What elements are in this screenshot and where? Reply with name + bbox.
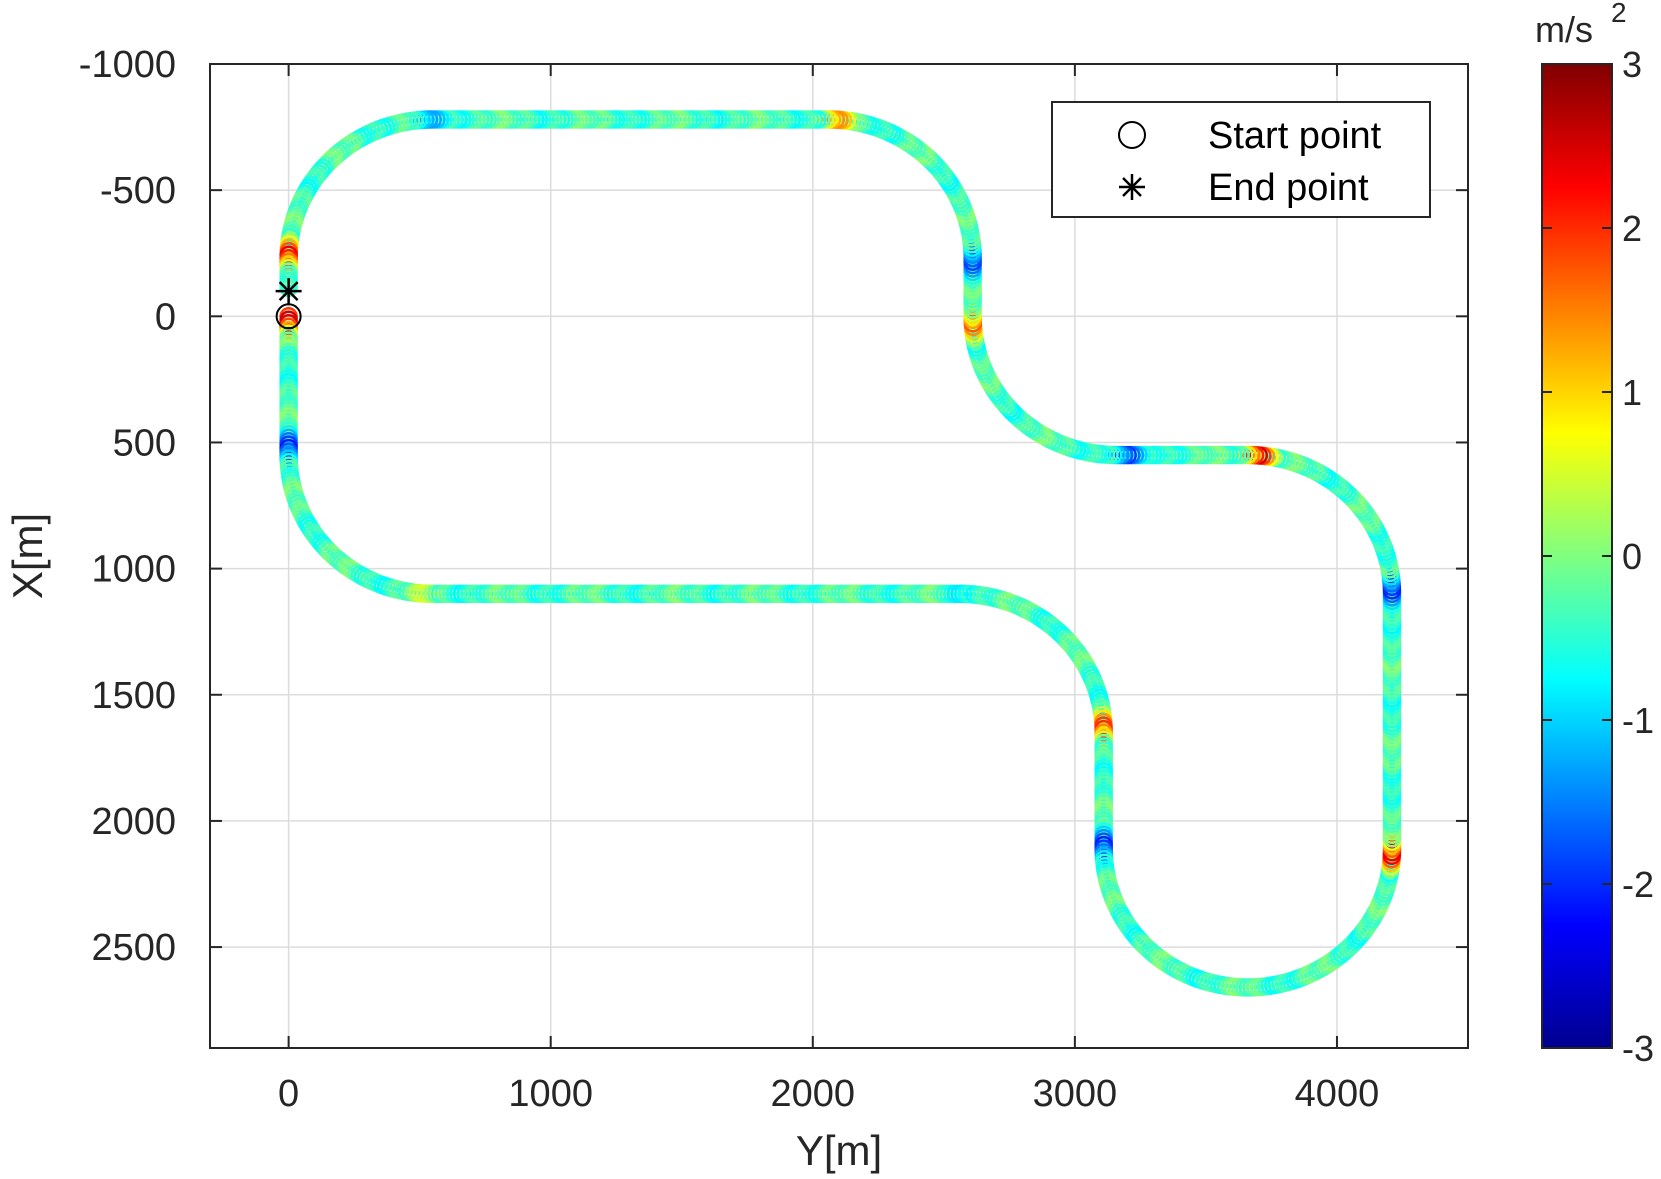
y-tick-label: 1500 xyxy=(91,675,176,717)
legend-end-marker xyxy=(1119,174,1145,200)
colorbar-tick-label: -2 xyxy=(1622,864,1654,905)
legend-start-marker xyxy=(1118,121,1146,149)
y-tick-label: 500 xyxy=(113,422,176,464)
colorbar-tick-label: 1 xyxy=(1622,372,1642,413)
start-end-markers xyxy=(275,278,302,330)
colorbar-tick-label: 0 xyxy=(1622,536,1642,577)
x-axis: 0 1000 2000 3000 4000 xyxy=(278,64,1379,1115)
colorbar-tick-label: 2 xyxy=(1622,208,1642,249)
x-tick-label: 3000 xyxy=(1033,1073,1118,1115)
x-tick-label: 2000 xyxy=(771,1073,856,1115)
legend-end-label: End point xyxy=(1208,167,1369,209)
y-tick-label: 1000 xyxy=(91,549,176,591)
start-point-marker xyxy=(275,303,302,330)
y-tick-label: 0 xyxy=(155,296,176,338)
legend: Start point End point xyxy=(1051,101,1431,218)
x-tick-label: 4000 xyxy=(1295,1073,1380,1115)
track-path xyxy=(279,110,1402,997)
x-tick-label: 1000 xyxy=(508,1073,593,1115)
y-axis-label: X[m] xyxy=(4,513,51,599)
colorbar: -3 -2 -1 0 1 2 3 m/s 2 xyxy=(1535,0,1654,1069)
legend-box xyxy=(1051,101,1431,218)
colorbar-tick-label: 3 xyxy=(1622,44,1642,85)
colorbar-unit-text: m/s xyxy=(1535,9,1593,50)
colorbar-tick-label: -1 xyxy=(1622,700,1654,741)
x-axis-label: Y[m] xyxy=(796,1127,882,1174)
end-point-marker xyxy=(275,278,302,305)
y-tick-label: -1000 xyxy=(79,44,176,86)
y-tick-label: -500 xyxy=(100,170,176,212)
legend-start-label: Start point xyxy=(1208,115,1382,157)
y-tick-label: 2500 xyxy=(91,927,176,969)
colorbar-unit-superscript: 2 xyxy=(1611,0,1627,28)
colorbar-ticks: -3 -2 -1 0 1 2 3 xyxy=(1542,44,1654,1069)
plot-frame xyxy=(209,63,1469,1049)
colorbar-gradient xyxy=(1541,63,1613,1049)
x-tick-label: 0 xyxy=(278,1073,299,1115)
end-point-stroke xyxy=(278,281,299,301)
colorbar-unit: m/s 2 xyxy=(1535,0,1627,50)
y-tick-label: 2000 xyxy=(91,801,176,843)
colorbar-tick-label: -3 xyxy=(1622,1028,1654,1069)
y-axis: -1000 -500 0 500 1000 1500 2000 2500 xyxy=(79,44,1468,969)
